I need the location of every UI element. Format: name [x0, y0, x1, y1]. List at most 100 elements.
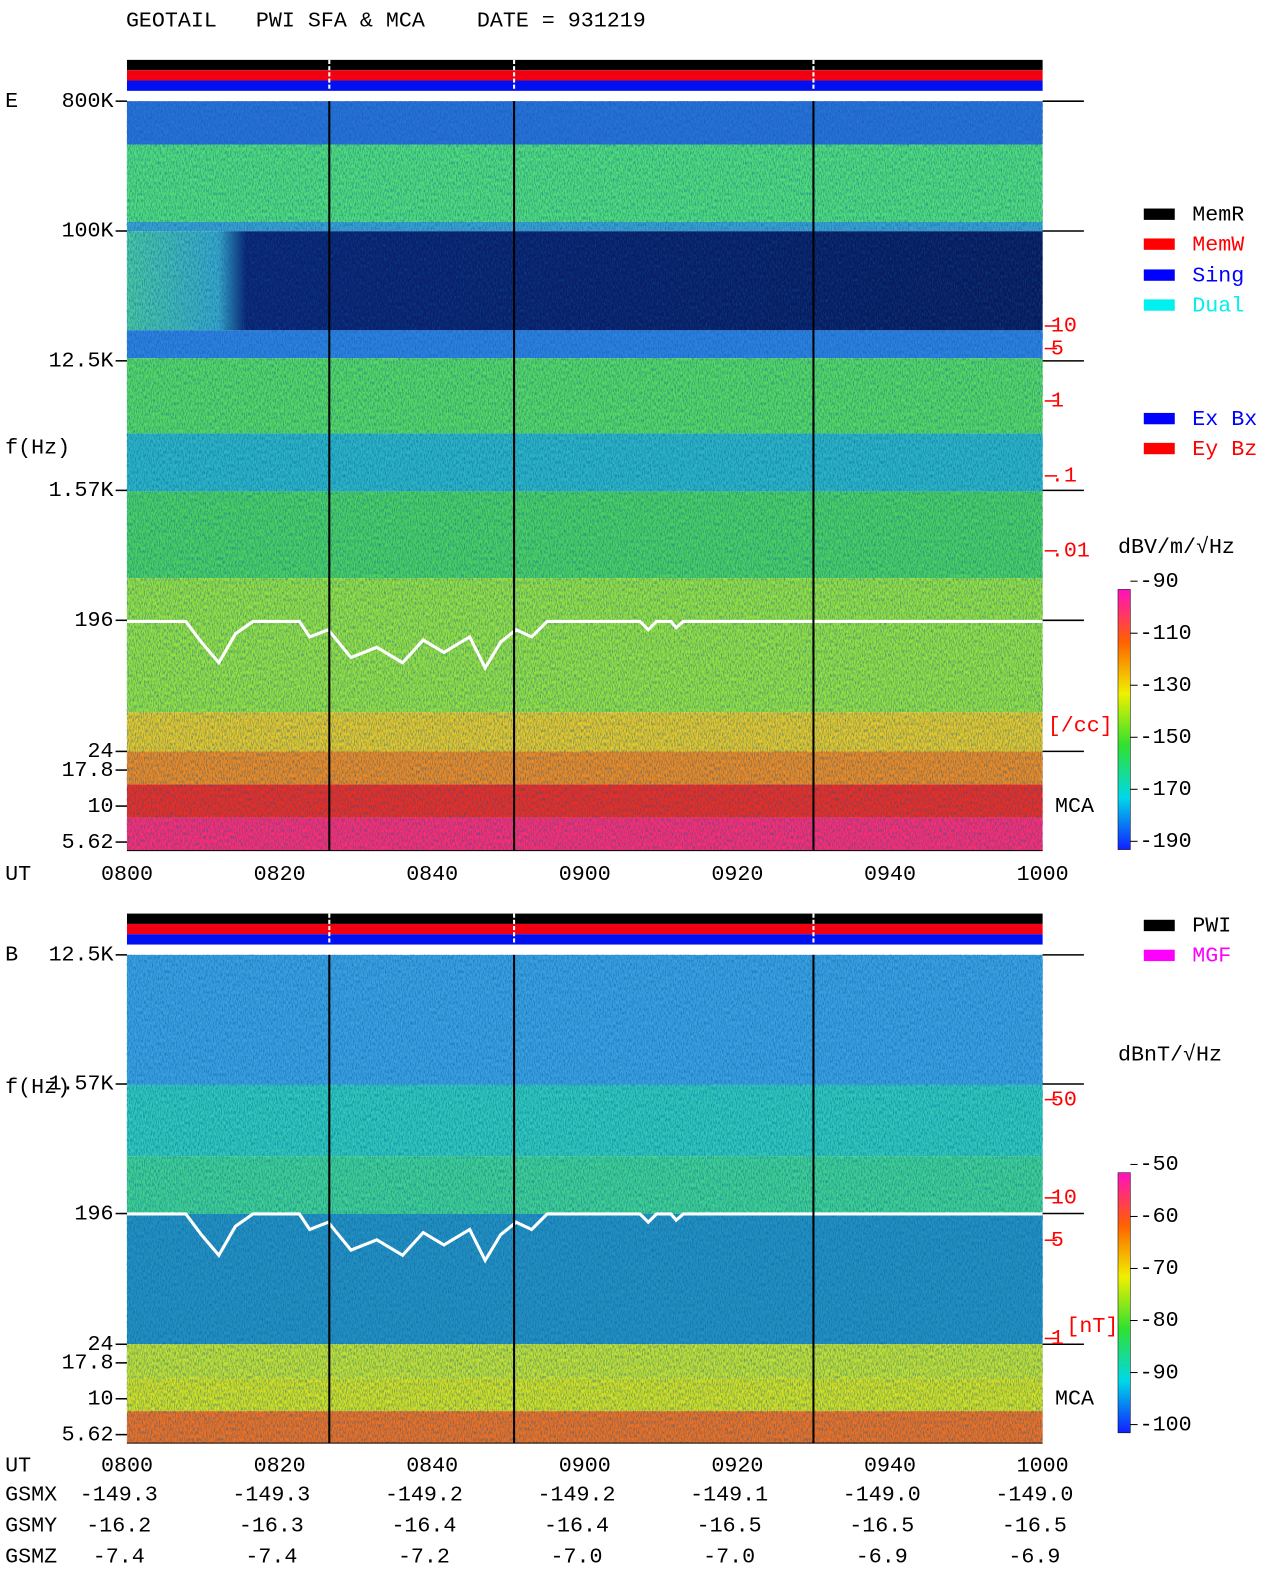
y-tick-label: 5.62 — [62, 830, 114, 855]
legend-label: MGF — [1192, 944, 1231, 969]
orbit-value: -7.4 — [245, 1544, 297, 1569]
legend-label: Ex Bx — [1192, 407, 1257, 432]
colorbar-label: dBnT/√Hz — [1118, 1043, 1222, 1068]
mca-label: MCA — [1055, 794, 1094, 819]
y-tick-label: 10 — [88, 1386, 114, 1411]
orbit-value: -16.5 — [1002, 1513, 1067, 1538]
x-axis-label: UT — [5, 862, 31, 887]
x-tick-label: 0900 — [559, 862, 611, 887]
y-tick-label: 196 — [75, 608, 114, 633]
colorbar-tick-label: -110 — [1140, 621, 1192, 646]
density-tick-label: 1 — [1051, 1326, 1064, 1351]
status-bar — [126, 70, 1043, 81]
orbit-value: -16.5 — [697, 1513, 762, 1538]
orbit-value: -7.0 — [703, 1544, 755, 1569]
legend-label: MemW — [1192, 232, 1244, 257]
orbit-value: -16.3 — [239, 1513, 304, 1538]
y-tick-label: 17.8 — [62, 1351, 114, 1376]
legend-label: Ey Bz — [1192, 437, 1257, 462]
colorbar-label: dBV/m/√Hz — [1118, 535, 1235, 560]
y-tick-label: 1.57K — [49, 1072, 114, 1097]
status-bar — [126, 913, 1043, 924]
mca-label: MCA — [1055, 1386, 1094, 1411]
spectrogram-texture — [126, 101, 1043, 851]
legend-swatch — [1143, 208, 1175, 220]
legend-label: Sing — [1192, 263, 1244, 288]
legend-swatch — [1143, 238, 1175, 250]
y-tick-label: 100K — [62, 219, 114, 244]
y-tick-label: 17.8 — [62, 758, 114, 783]
legend-label: MemR — [1192, 202, 1244, 227]
plasma-line — [126, 619, 1043, 672]
orbit-value: -7.0 — [551, 1544, 603, 1569]
x-axis-label: UT — [5, 1454, 31, 1479]
legend-label: Dual — [1192, 293, 1244, 318]
colorbar-tick-label: -50 — [1140, 1152, 1179, 1177]
legend-swatch — [1143, 949, 1175, 962]
colorbar-tick-label: -90 — [1140, 569, 1179, 594]
orbit-row-name: GSMZ — [5, 1544, 57, 1569]
density-tick-label: .1 — [1051, 464, 1077, 489]
y-tick-label: 24 — [88, 739, 114, 764]
legend-swatch — [1143, 919, 1175, 932]
x-tick-label: 0840 — [406, 1454, 458, 1479]
orbit-row-name: GSMX — [5, 1482, 57, 1507]
colorbar-tick-label: -190 — [1140, 829, 1192, 854]
colorbar-tick-label: -150 — [1140, 725, 1192, 750]
density-tick-label: .01 — [1051, 539, 1090, 564]
orbit-value: -149.3 — [232, 1482, 310, 1507]
density-label: [/cc] — [1048, 713, 1113, 738]
legend-swatch — [1143, 412, 1175, 425]
colorbar-tick-label: -170 — [1140, 777, 1192, 802]
orbit-value: -149.3 — [80, 1482, 158, 1507]
colorbar-tick-label: -60 — [1140, 1204, 1179, 1229]
canvas: GEOTAIL PWI SFA & MCA DATE = 931219 800K… — [5, 8, 1257, 1569]
density-tick-label: 5 — [1051, 336, 1064, 361]
x-tick-label: 0900 — [559, 1454, 611, 1479]
legend-label: PWI — [1192, 914, 1231, 939]
colorbar-tick-label: -80 — [1140, 1308, 1179, 1333]
x-tick-label: 0940 — [864, 1454, 916, 1479]
colorbar-tick-label: -70 — [1140, 1256, 1179, 1281]
density-tick-label: 10 — [1051, 1186, 1077, 1211]
orbit-value: -6.9 — [1008, 1544, 1060, 1569]
orbit-value: -16.4 — [544, 1513, 609, 1538]
colorbar-tick-label: -90 — [1140, 1360, 1179, 1385]
orbit-value: -16.2 — [86, 1513, 151, 1538]
x-tick-label: 0820 — [254, 862, 306, 887]
y-tick-label: 800K — [62, 89, 114, 114]
density-tick-label: 50 — [1051, 1087, 1077, 1112]
status-bar — [126, 923, 1043, 935]
x-tick-label: 0920 — [711, 862, 763, 887]
orbit-value: -16.5 — [849, 1513, 914, 1538]
colorbar-tick-label: -130 — [1140, 673, 1192, 698]
status-bar — [126, 80, 1043, 91]
orbit-value: -6.9 — [856, 1544, 908, 1569]
density-tick-label: 10 — [1051, 314, 1077, 339]
density-tick-label: 5 — [1051, 1228, 1064, 1253]
title: GEOTAIL PWI SFA & MCA DATE = 931219 — [126, 8, 646, 33]
y-axis-label: f(Hz) — [5, 436, 70, 461]
x-tick-label: 1000 — [1017, 862, 1069, 887]
colorbar-tick-label: -100 — [1140, 1412, 1192, 1437]
y-tick-label: 12.5K — [49, 943, 114, 968]
orbit-value: -7.4 — [93, 1544, 145, 1569]
x-tick-label: 0800 — [101, 1454, 153, 1479]
x-tick-label: 1000 — [1017, 1454, 1069, 1479]
spectrogram-texture — [126, 954, 1043, 1444]
status-bar — [126, 59, 1043, 71]
y-tick-label: 1.57K — [49, 478, 114, 503]
orbit-value: -149.2 — [538, 1482, 616, 1507]
plasma-line — [126, 1212, 1043, 1264]
legend-swatch — [1143, 442, 1175, 455]
y-tick-label: 5.62 — [62, 1422, 114, 1447]
x-tick-label: 0820 — [254, 1454, 306, 1479]
orbit-value: -149.1 — [690, 1482, 768, 1507]
colorbar — [1117, 1172, 1131, 1434]
orbit-row-name: GSMY — [5, 1513, 57, 1538]
colorbar — [1117, 589, 1131, 850]
y-tick-label: 24 — [88, 1332, 114, 1357]
status-bar — [126, 934, 1043, 945]
y-tick-label: 10 — [88, 794, 114, 819]
